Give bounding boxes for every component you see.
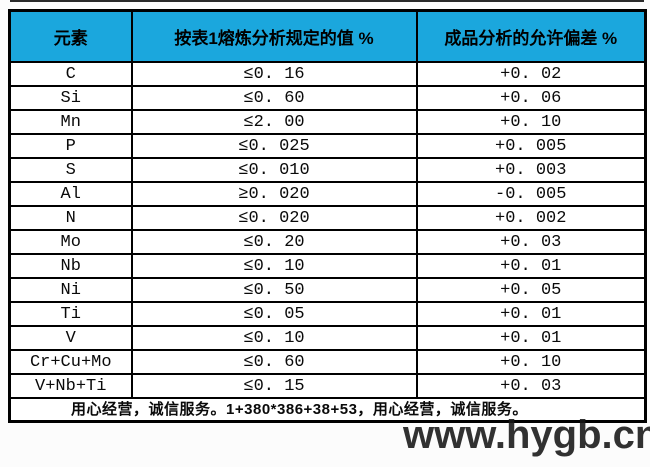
deviation-cell: -0. 005 <box>415 181 647 207</box>
col-header-deviation: 成品分析的允许偏差 % <box>415 9 647 63</box>
table-row: Ti ≤0. 05 +0. 01 <box>8 301 647 327</box>
deviation-cell: +0. 03 <box>415 229 647 255</box>
deviation-cell: +0. 005 <box>415 133 647 159</box>
specified-cell: ≤0. 16 <box>130 61 418 87</box>
element-cell: S <box>8 157 133 183</box>
table-row: V ≤0. 10 +0. 01 <box>8 325 647 351</box>
deviation-cell: +0. 003 <box>415 157 647 183</box>
element-cell: N <box>8 205 133 231</box>
element-cell: C <box>8 61 133 87</box>
deviation-cell: +0. 10 <box>415 349 647 375</box>
specified-cell: ≤0. 10 <box>130 253 418 279</box>
header-row: 元素 按表1熔炼分析规定的值 % 成品分析的允许偏差 % <box>8 9 647 63</box>
specified-cell: ≤2. 00 <box>130 109 418 135</box>
specified-cell: ≤0. 60 <box>130 85 418 111</box>
element-cell: P <box>8 133 133 159</box>
element-cell: Ni <box>8 277 133 303</box>
specified-cell: ≤0. 20 <box>130 229 418 255</box>
element-cell: Ti <box>8 301 133 327</box>
deviation-cell: +0. 01 <box>415 301 647 327</box>
table-row: V+Nb+Ti ≤0. 15 +0. 03 <box>8 373 647 399</box>
element-cell: Cr+Cu+Mo <box>8 349 133 375</box>
table-row: Si ≤0. 60 +0. 06 <box>8 85 647 111</box>
element-cell: Nb <box>8 253 133 279</box>
deviation-cell: +0. 06 <box>415 85 647 111</box>
specified-cell: ≤0. 010 <box>130 157 418 183</box>
deviation-cell: +0. 01 <box>415 325 647 351</box>
specified-cell: ≤0. 60 <box>130 349 418 375</box>
specified-cell: ≥0. 020 <box>130 181 418 207</box>
element-cell: Mn <box>8 109 133 135</box>
table-row: P ≤0. 025 +0. 005 <box>8 133 647 159</box>
top-edge-line <box>10 0 644 2</box>
table-row: Cr+Cu+Mo ≤0. 60 +0. 10 <box>8 349 647 375</box>
specified-cell: ≤0. 10 <box>130 325 418 351</box>
table-row: S ≤0. 010 +0. 003 <box>8 157 647 183</box>
footer-row: 用心经营，诚信服务。1+380*386+38+53，用心经营，诚信服务。 <box>8 397 647 423</box>
element-cell: V+Nb+Ti <box>8 373 133 399</box>
deviation-cell: +0. 01 <box>415 253 647 279</box>
deviation-cell: +0. 002 <box>415 205 647 231</box>
specified-cell: ≤0. 020 <box>130 205 418 231</box>
table-row: Mn ≤2. 00 +0. 10 <box>8 109 647 135</box>
element-cell: Mo <box>8 229 133 255</box>
footer-note: 用心经营，诚信服务。1+380*386+38+53，用心经营，诚信服务。 <box>8 397 647 423</box>
deviation-cell: +0. 03 <box>415 373 647 399</box>
element-cell: Si <box>8 85 133 111</box>
element-cell: V <box>8 325 133 351</box>
specified-cell: ≤0. 15 <box>130 373 418 399</box>
deviation-cell: +0. 10 <box>415 109 647 135</box>
deviation-cell: +0. 02 <box>415 61 647 87</box>
col-header-element: 元素 <box>8 9 133 63</box>
composition-table: 元素 按表1熔炼分析规定的值 % 成品分析的允许偏差 % C ≤0. 16 +0… <box>8 9 647 423</box>
table-row: Nb ≤0. 10 +0. 01 <box>8 253 647 279</box>
table-row: Mo ≤0. 20 +0. 03 <box>8 229 647 255</box>
table-row: N ≤0. 020 +0. 002 <box>8 205 647 231</box>
table-row: Ni ≤0. 50 +0. 05 <box>8 277 647 303</box>
col-header-specified: 按表1熔炼分析规定的值 % <box>130 9 418 63</box>
deviation-cell: +0. 05 <box>415 277 647 303</box>
specified-cell: ≤0. 50 <box>130 277 418 303</box>
specified-cell: ≤0. 05 <box>130 301 418 327</box>
specified-cell: ≤0. 025 <box>130 133 418 159</box>
table-row: Al ≥0. 020 -0. 005 <box>8 181 647 207</box>
table-row: C ≤0. 16 +0. 02 <box>8 61 647 87</box>
element-cell: Al <box>8 181 133 207</box>
